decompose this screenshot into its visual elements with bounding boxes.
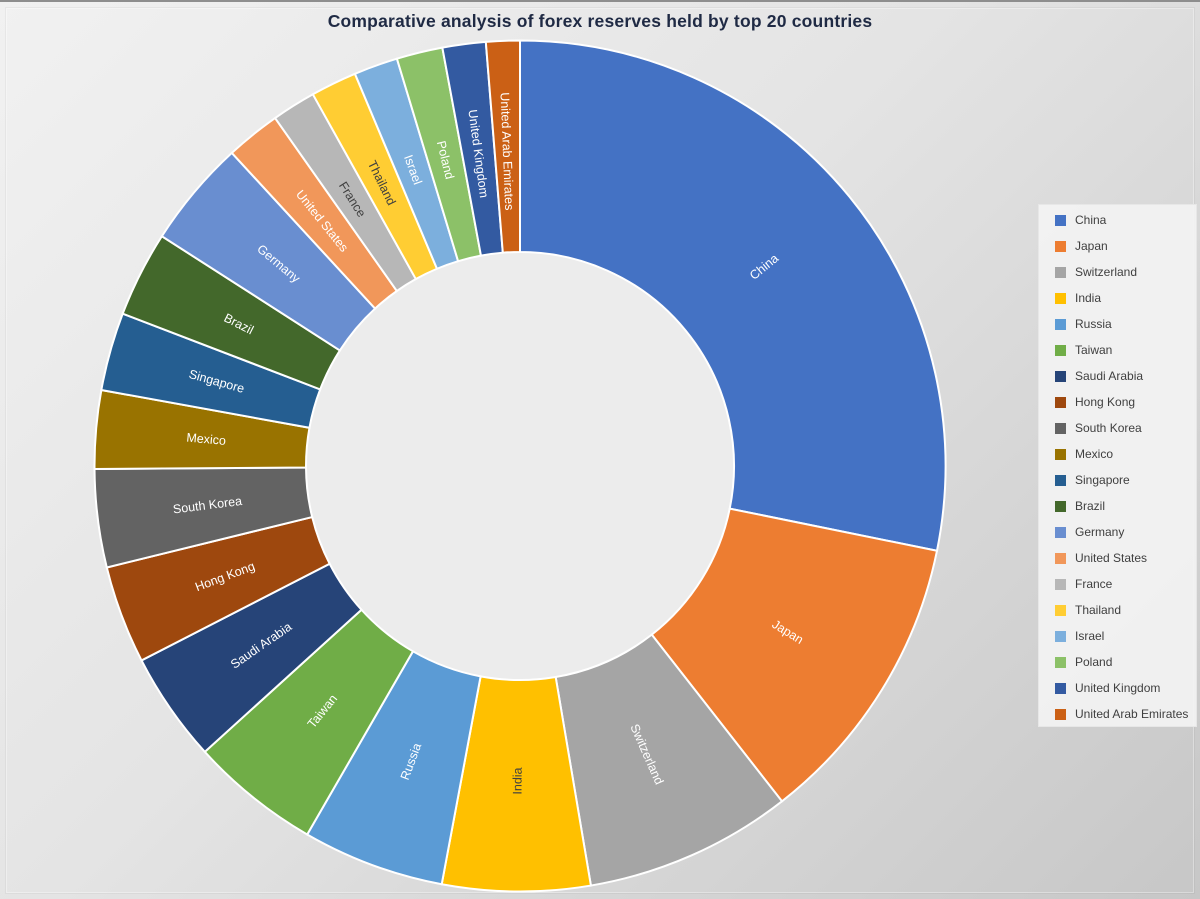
legend-swatch-taiwan: [1055, 344, 1066, 356]
legend-item-south-korea: South Korea: [1039, 415, 1196, 441]
legend-item-saudi-arabia: Saudi Arabia: [1039, 363, 1196, 389]
legend-swatch-israel: [1055, 630, 1066, 642]
legend-label: Thailand: [1075, 603, 1122, 617]
legend-label: Germany: [1075, 525, 1125, 539]
slice-label-united-arab-emirates: United Arab Emirates: [498, 92, 517, 211]
legend-swatch-germany: [1055, 526, 1066, 538]
chart-title: Comparative analysis of forex reserves h…: [327, 11, 873, 31]
legend: China Japan Switzerland India Russia Taiwan Sa…: [1038, 204, 1197, 727]
legend-item-france: France: [1039, 571, 1196, 597]
legend-label: United Arab Emirates: [1075, 707, 1189, 721]
legend-item-germany: Germany: [1039, 519, 1196, 545]
legend-item-united-kingdom: United Kingdom: [1039, 675, 1196, 701]
donut-hole: [306, 252, 734, 680]
slice-label-india: India: [510, 767, 524, 794]
legend-label: United States: [1075, 551, 1148, 565]
slice-label-mexico: Mexico: [186, 431, 227, 448]
legend-item-united-arab-emirates: United Arab Emirates: [1039, 701, 1196, 727]
legend-item-russia: Russia: [1039, 311, 1196, 337]
legend-item-hong-kong: Hong Kong: [1039, 389, 1196, 415]
slice-japan: [650, 507, 939, 803]
legend-label: Russia: [1075, 317, 1112, 331]
legend-label: Switzerland: [1075, 265, 1138, 279]
legend-label: Brazil: [1075, 499, 1106, 513]
legend-item-japan: Japan: [1039, 233, 1196, 259]
legend-item-thailand: Thailand: [1039, 597, 1196, 623]
legend-item-switzerland: Switzerland: [1039, 259, 1196, 285]
legend-item-israel: Israel: [1039, 623, 1196, 649]
legend-item-singapore: Singapore: [1039, 467, 1196, 493]
legend-label: Mexico: [1075, 447, 1114, 461]
legend-label: Japan: [1075, 239, 1108, 253]
legend-swatch-singapore: [1055, 474, 1066, 486]
legend-label: Saudi Arabia: [1075, 369, 1144, 383]
legend-swatch-united-kingdom: [1055, 682, 1066, 694]
legend-swatch-united-arab-emirates: [1055, 708, 1066, 720]
slice-china: [519, 39, 947, 552]
legend-label: Israel: [1075, 629, 1105, 643]
legend-swatch-poland: [1055, 656, 1066, 668]
legend-swatch-thailand: [1055, 604, 1066, 616]
legend-label: United Kingdom: [1075, 681, 1161, 695]
legend-label: China: [1075, 213, 1107, 227]
legend-label: France: [1075, 577, 1113, 591]
legend-label: India: [1075, 291, 1102, 305]
legend-item-taiwan: Taiwan: [1039, 337, 1196, 363]
legend-swatch-south-korea: [1055, 422, 1066, 434]
legend-swatch-brazil: [1055, 500, 1066, 512]
legend-label: Taiwan: [1075, 343, 1113, 357]
legend-swatch-japan: [1055, 240, 1066, 252]
legend-swatch-russia: [1055, 318, 1066, 330]
legend-swatch-mexico: [1055, 448, 1066, 460]
legend-label: Poland: [1075, 655, 1113, 669]
legend-item-poland: Poland: [1039, 649, 1196, 675]
legend-label: Hong Kong: [1075, 395, 1136, 409]
legend-swatch-switzerland: [1055, 266, 1066, 278]
legend-swatch-india: [1055, 292, 1066, 304]
slice-united-arab-emirates: [484, 39, 521, 254]
legend-swatch-saudi-arabia: [1055, 370, 1066, 382]
legend-item-mexico: Mexico: [1039, 441, 1196, 467]
legend-swatch-china: [1055, 214, 1066, 226]
legend-swatch-hong-kong: [1055, 396, 1066, 408]
legend-swatch-united-states: [1055, 552, 1066, 564]
legend-label: South Korea: [1075, 421, 1142, 435]
legend-swatch-france: [1055, 578, 1066, 590]
legend-label: Singapore: [1075, 473, 1130, 487]
legend-item-united-states: United States: [1039, 545, 1196, 571]
legend-item-india: India: [1039, 285, 1196, 311]
legend-item-china: China: [1039, 207, 1196, 233]
legend-item-brazil: Brazil: [1039, 493, 1196, 519]
